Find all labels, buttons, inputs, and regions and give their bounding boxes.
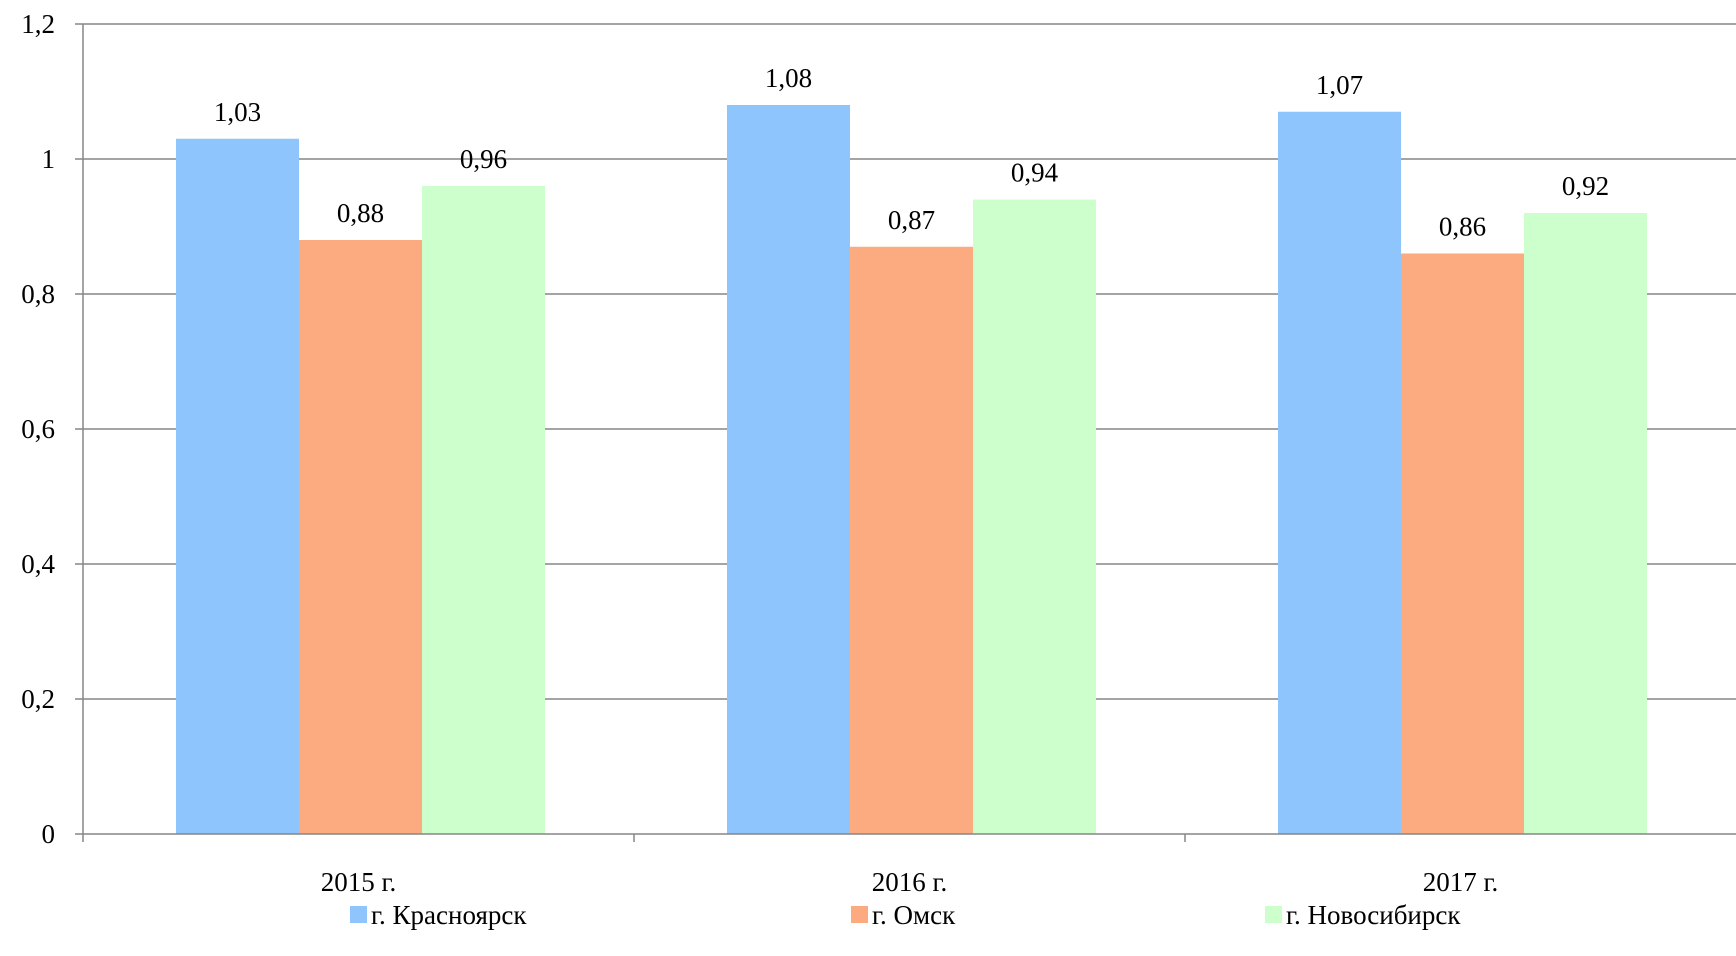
- data-labels: 0 0,2 0,4 0,6 0,8 1 1,2 1,03 0,88 0,96 2015 г. 1,08…: [21, 9, 1609, 897]
- data-label: 0,96: [460, 144, 507, 174]
- data-label: 0,94: [1011, 158, 1059, 188]
- bar: [1401, 253, 1524, 834]
- x-tick-label: 2015 г.: [321, 867, 397, 897]
- y-tick-label: 0: [42, 819, 56, 849]
- bar: [1278, 111, 1401, 834]
- bar: [850, 246, 973, 834]
- legend-label: г. Красноярск: [371, 900, 527, 930]
- y-tick-label: 0,6: [21, 414, 55, 444]
- data-label: 0,92: [1562, 171, 1609, 201]
- legend-label: г. Омск: [872, 900, 956, 930]
- legend-swatch: [851, 906, 868, 923]
- y-tick-label: 1: [42, 144, 56, 174]
- x-tick-label: 2017 г.: [1423, 867, 1499, 897]
- legend: г. Красноярск г. Омск г. Новосибирск: [350, 900, 1461, 930]
- data-label: 1,08: [765, 63, 812, 93]
- legend-swatch: [1265, 906, 1282, 923]
- data-label: 0,87: [888, 205, 935, 235]
- y-tick-label: 0,8: [21, 279, 55, 309]
- bar: [727, 105, 850, 834]
- legend-swatch: [350, 906, 367, 923]
- axes: [75, 23, 1736, 842]
- data-label: 0,86: [1439, 212, 1486, 242]
- legend-label: г. Новосибирск: [1286, 900, 1461, 930]
- bar: [973, 199, 1096, 834]
- bars: [176, 105, 1647, 834]
- x-tick-label: 2016 г.: [872, 867, 948, 897]
- data-label: 1,03: [214, 97, 261, 127]
- bar: [299, 240, 422, 834]
- data-label: 0,88: [337, 198, 384, 228]
- bar: [1524, 213, 1647, 834]
- bar: [176, 138, 299, 834]
- bar: [422, 186, 545, 834]
- y-tick-label: 0,2: [21, 684, 55, 714]
- y-tick-label: 1,2: [21, 9, 55, 39]
- data-label: 1,07: [1316, 70, 1363, 100]
- y-tick-label: 0,4: [21, 549, 55, 579]
